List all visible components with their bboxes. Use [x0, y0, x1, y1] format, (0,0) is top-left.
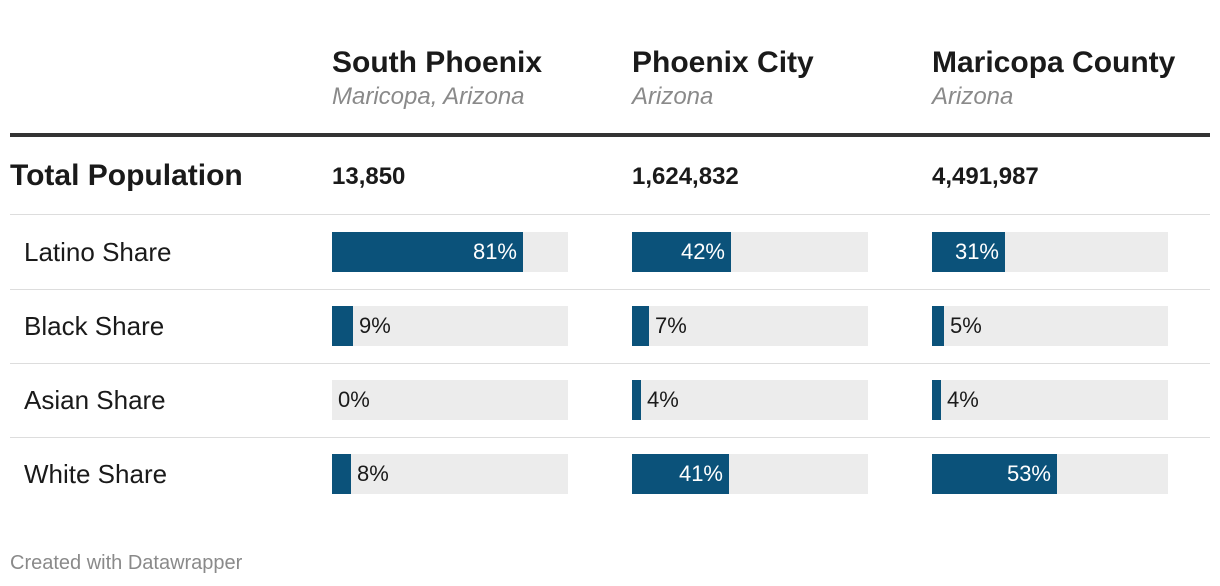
bar-value-label: 53% [1006, 461, 1051, 486]
bar-track: 41% [632, 454, 868, 494]
row-label: White Share [24, 459, 168, 489]
bar-track: 81% [332, 232, 568, 272]
bar [332, 454, 351, 494]
row-divider [10, 289, 1210, 290]
bar-track: 53% [932, 454, 1168, 494]
column-title: South Phoenix [332, 46, 542, 79]
bar-value-label: 4% [947, 387, 979, 412]
bar-value-label: 81% [472, 239, 517, 264]
bar [932, 454, 1057, 494]
bar-track: 4% [632, 380, 868, 420]
header-divider [10, 133, 1210, 137]
bar-track: 42% [632, 232, 868, 272]
bar-value-label: 7% [655, 313, 687, 338]
bar-track: 9% [332, 306, 568, 346]
bar [932, 380, 941, 420]
bar-value-label: 4% [647, 387, 679, 412]
bar-track: 7% [632, 306, 868, 346]
bar-value-label: 42% [680, 239, 725, 264]
row-label: Black Share [24, 311, 165, 341]
column-title: Phoenix City [632, 46, 814, 79]
bar-value-label: 41% [678, 461, 723, 486]
bar [632, 306, 649, 346]
total-population-value: 13,850 [332, 163, 406, 190]
bar-track: 0% [332, 380, 568, 420]
bar-value-label: 9% [359, 313, 391, 338]
row-divider [10, 437, 1210, 438]
row-divider [10, 363, 1210, 364]
bar-track: 8% [332, 454, 568, 494]
bar [632, 232, 731, 272]
column-header: Maricopa County Arizona [932, 44, 1175, 112]
column-header: South Phoenix Maricopa, Arizona [332, 44, 542, 112]
bar [632, 454, 729, 494]
row-divider [10, 214, 1210, 215]
bar [332, 232, 523, 272]
row-label: Asian Share [24, 385, 166, 415]
total-population-label: Total Population [10, 159, 243, 192]
row-label: Latino Share [24, 237, 172, 267]
bar-track: 5% [932, 306, 1168, 346]
bar-value-label: 31% [954, 239, 999, 264]
bar [932, 306, 944, 346]
bar-track: 31% [932, 232, 1168, 272]
bar [932, 232, 1005, 272]
column-header: Phoenix City Arizona [632, 44, 814, 112]
bar-value-label: 5% [950, 313, 982, 338]
bar [632, 380, 641, 420]
bar-value-label: 0% [338, 387, 370, 412]
column-subtitle: Maricopa, Arizona [332, 83, 525, 110]
column-subtitle: Arizona [632, 83, 714, 110]
bar [332, 306, 353, 346]
total-population-value: 4,491,987 [932, 163, 1039, 190]
bar-track: 4% [932, 380, 1168, 420]
bar-value-label: 8% [357, 461, 389, 486]
column-title: Maricopa County [932, 46, 1176, 79]
column-subtitle: Arizona [932, 83, 1014, 110]
total-population-value: 1,624,832 [632, 163, 739, 190]
footer-credit: Created with Datawrapper [10, 552, 243, 574]
